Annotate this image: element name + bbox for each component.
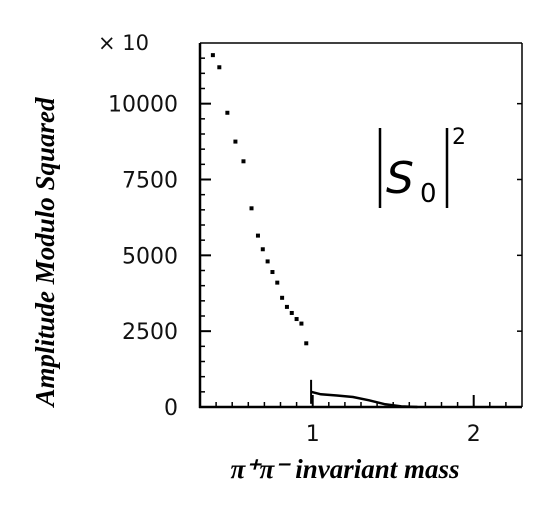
annotation-subscript: 0 — [420, 179, 437, 209]
data-point — [260, 247, 265, 252]
x-axis-label: π⁺π⁻ invariant mass — [230, 454, 459, 484]
tail-curve — [310, 390, 418, 409]
y-tick-label: 2500 — [122, 320, 178, 345]
data-point — [241, 159, 246, 164]
y-tick-label: 10000 — [108, 93, 178, 118]
data-point — [255, 233, 260, 238]
x-tick-label: 2 — [467, 422, 481, 447]
data-point — [233, 139, 238, 144]
y-axis-label: Amplitude Modulo Squared — [30, 97, 60, 409]
y-tick-label: 5000 — [122, 244, 178, 269]
data-point — [217, 65, 222, 70]
data-point — [299, 321, 304, 326]
data-point — [280, 295, 285, 300]
annotation-symbol: S — [386, 153, 414, 204]
y-tick-label: 7500 — [122, 169, 178, 194]
annotation-superscript: 2 — [452, 125, 466, 150]
data-point — [289, 310, 294, 315]
data-point — [265, 259, 270, 264]
y-multiplier-label: × 10 — [98, 31, 149, 55]
data-point — [210, 53, 215, 58]
data-point — [294, 317, 299, 322]
data-point — [225, 110, 230, 115]
data-point — [270, 270, 275, 275]
y-tick-label: 0 — [164, 396, 178, 421]
data-point — [304, 341, 309, 346]
data-point — [275, 280, 280, 285]
data-point — [249, 206, 254, 211]
data-point — [284, 304, 289, 309]
tick-labels: 0 2500 5000 7500 10000 1 2 — [108, 93, 481, 447]
annotation-s0-squared: S 0 2 — [378, 125, 466, 209]
axis-ticks — [200, 57, 522, 408]
data-marks — [210, 53, 418, 409]
x-tick-label: 1 — [306, 422, 320, 447]
plot-axes — [198, 42, 523, 409]
